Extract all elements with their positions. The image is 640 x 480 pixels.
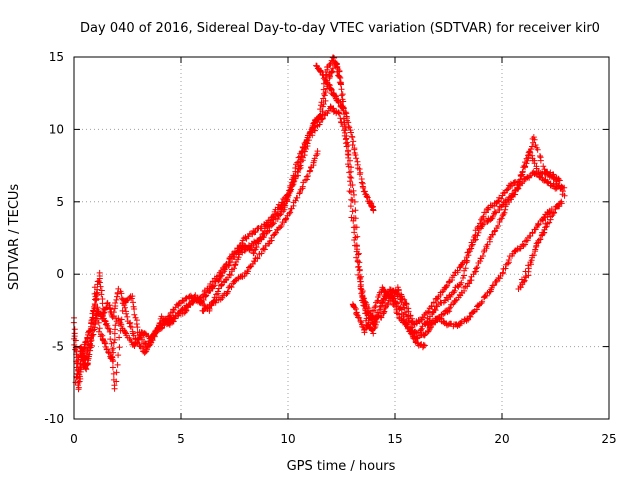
x-tick-label: 0 bbox=[70, 432, 78, 446]
x-tick-label: 25 bbox=[601, 432, 616, 446]
y-axis-label: SDTVAR / TECUs bbox=[7, 184, 22, 291]
x-tick-label: 20 bbox=[494, 432, 509, 446]
x-axis-label: GPS time / hours bbox=[287, 459, 396, 474]
plus-marker bbox=[72, 60, 563, 386]
series-track-5 bbox=[199, 148, 428, 351]
series-track-4 bbox=[313, 62, 565, 330]
y-tick-label: 15 bbox=[49, 50, 64, 64]
series-track-3 bbox=[71, 54, 568, 393]
y-tick-label: -10 bbox=[44, 412, 64, 426]
y-tick-label: -5 bbox=[52, 340, 64, 354]
plus-marker bbox=[313, 62, 565, 330]
x-tick-label: 5 bbox=[177, 432, 185, 446]
plot-frame bbox=[73, 56, 610, 420]
x-tick-label: 15 bbox=[387, 432, 402, 446]
x-tick-label: 10 bbox=[280, 432, 295, 446]
plus-marker bbox=[199, 148, 428, 351]
y-tick-label: 10 bbox=[49, 122, 64, 136]
data-points bbox=[70, 54, 568, 393]
chart-title: Day 040 of 2016, Sidereal Day-to-day VTE… bbox=[80, 21, 600, 36]
grid bbox=[74, 57, 609, 419]
axis-ticks: 0 5 10 15 20 25 -10 -5 0 5 10 15 bbox=[44, 50, 616, 446]
series-track-2 bbox=[72, 60, 563, 386]
y-tick-label: 0 bbox=[56, 267, 64, 281]
y-tick-label: 5 bbox=[56, 195, 64, 209]
plus-marker bbox=[71, 54, 568, 393]
